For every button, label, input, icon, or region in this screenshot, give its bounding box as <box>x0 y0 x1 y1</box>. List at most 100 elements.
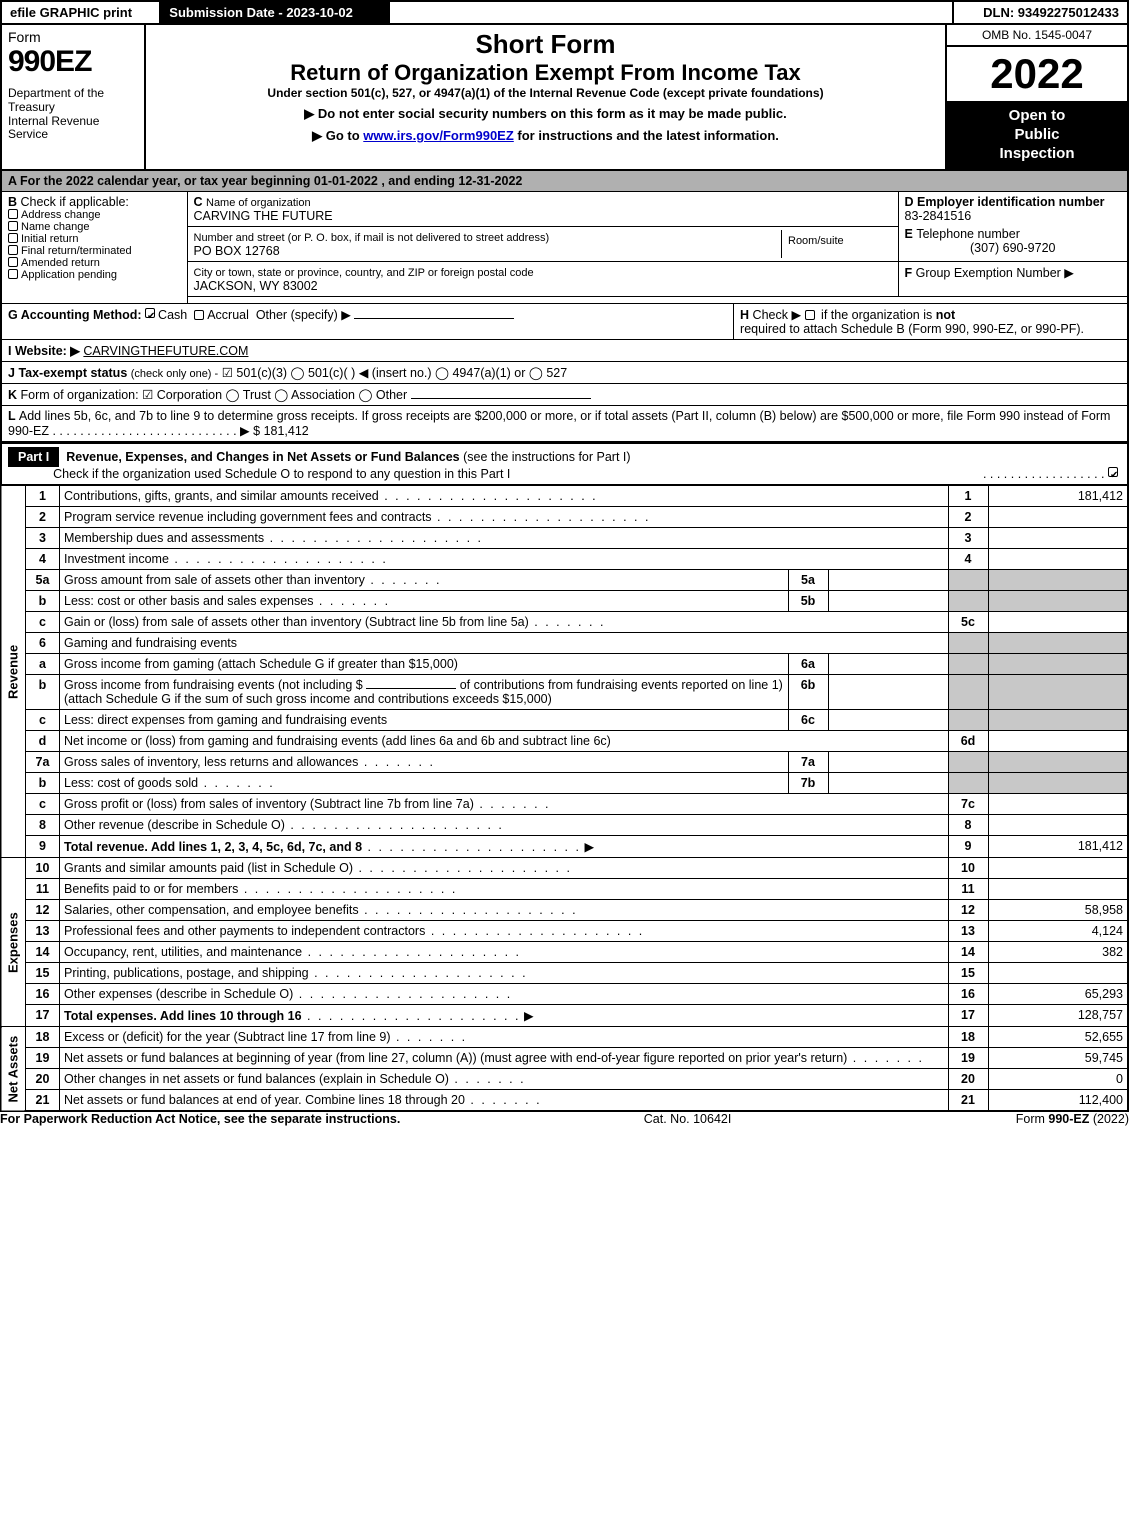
lines-table: Revenue 1 Contributions, gifts, grants, … <box>0 485 1129 1112</box>
line-4-val <box>988 549 1128 570</box>
check-schedule-o[interactable] <box>1108 467 1118 477</box>
line-13-val: 4,124 <box>988 921 1128 942</box>
check-cash[interactable] <box>145 308 155 318</box>
line-9-rn: 9 <box>948 836 988 858</box>
line-6-num: 6 <box>26 633 60 654</box>
line-9-num: 9 <box>26 836 60 858</box>
line-15-num: 15 <box>26 963 60 984</box>
line-3-num: 3 <box>26 528 60 549</box>
omb-number: OMB No. 1545-0047 <box>947 25 1127 47</box>
line-14-desc: Occupancy, rent, utilities, and maintena… <box>64 945 302 959</box>
revenue-sidelabel: Revenue <box>1 486 26 858</box>
line-6c-in: 6c <box>788 710 828 731</box>
j-small: (check only one) - <box>131 368 218 380</box>
j-opts: ☑ 501(c)(3) ◯ 501(c)( ) ◀ (insert no.) ◯… <box>222 366 568 380</box>
footer-form: 990-EZ <box>1048 1112 1089 1126</box>
open-public-box: Open to Public Inspection <box>947 101 1127 169</box>
open-line3: Inspection <box>999 145 1074 162</box>
line-15-val <box>988 963 1128 984</box>
line-4-rn: 4 <box>948 549 988 570</box>
footer-cat: Cat. No. 10642I <box>565 1112 811 1126</box>
i-label: Website: ▶ <box>15 344 80 358</box>
c-name-label: Name of organization <box>206 197 311 209</box>
check-h[interactable] <box>805 310 815 320</box>
line-5a-desc: Gross amount from sale of assets other t… <box>64 573 365 587</box>
line-10-val <box>988 858 1128 879</box>
goto-line: ▶ Go to www.irs.gov/Form990EZ for instru… <box>154 128 937 144</box>
line-7c-val <box>988 794 1128 815</box>
h-not: not <box>936 308 955 322</box>
b-item-2: Initial return <box>21 233 78 245</box>
line-16-val: 65,293 <box>988 984 1128 1005</box>
check-name-change[interactable] <box>8 221 18 231</box>
check-application-pending[interactable] <box>8 269 18 279</box>
line-6d-rn: 6d <box>948 731 988 752</box>
line-6a-in: 6a <box>788 654 828 675</box>
check-accrual[interactable] <box>194 310 204 320</box>
check-initial-return[interactable] <box>8 233 18 243</box>
footer: For Paperwork Reduction Act Notice, see … <box>0 1112 1129 1126</box>
k-opts: ☑ Corporation ◯ Trust ◯ Association ◯ Ot… <box>142 388 407 402</box>
line-16-num: 16 <box>26 984 60 1005</box>
line-5b-num: b <box>26 591 60 612</box>
line-1-rn: 1 <box>948 486 988 507</box>
h-rest: if the organization is <box>821 308 932 322</box>
goto-link[interactable]: www.irs.gov/Form990EZ <box>363 128 514 143</box>
return-title: Return of Organization Exempt From Incom… <box>154 60 937 86</box>
line-2-val <box>988 507 1128 528</box>
line-19-rn: 19 <box>948 1048 988 1069</box>
website-value: CARVINGTHEFUTURE.COM <box>83 344 248 358</box>
line-21-val: 112,400 <box>988 1090 1128 1112</box>
d-label: Employer identification number <box>917 195 1105 209</box>
line-8-num: 8 <box>26 815 60 836</box>
line-6b-in: 6b <box>788 675 828 710</box>
line-7a-in: 7a <box>788 752 828 773</box>
open-line1: Open to <box>1009 107 1066 124</box>
check-amended[interactable] <box>8 257 18 267</box>
line-19-val: 59,745 <box>988 1048 1128 1069</box>
check-address-change[interactable] <box>8 209 18 219</box>
line-15-desc: Printing, publications, postage, and shi… <box>64 966 309 980</box>
line-17-rn: 17 <box>948 1005 988 1027</box>
line-19-desc: Net assets or fund balances at beginning… <box>64 1051 847 1065</box>
line-5a-in: 5a <box>788 570 828 591</box>
line-13-desc: Professional fees and other payments to … <box>64 924 425 938</box>
part-i-paren: (see the instructions for Part I) <box>463 450 630 464</box>
footer-left: For Paperwork Reduction Act Notice, see … <box>0 1112 400 1126</box>
part-i-title: Revenue, Expenses, and Changes in Net As… <box>66 450 459 464</box>
line-21-num: 21 <box>26 1090 60 1112</box>
line-6a-num: a <box>26 654 60 675</box>
line-1-desc: Contributions, gifts, grants, and simila… <box>64 489 379 503</box>
line-6d-num: d <box>26 731 60 752</box>
goto-post: for instructions and the latest informat… <box>514 128 779 143</box>
line-5c-num: c <box>26 612 60 633</box>
k-label: Form of organization: <box>21 388 139 402</box>
room-label: Room/suite <box>788 235 844 247</box>
subtitle: Under section 501(c), 527, or 4947(a)(1)… <box>154 86 937 100</box>
c-city-label: City or town, state or province, country… <box>194 267 534 279</box>
g-cash: Cash <box>158 308 187 322</box>
line-2-rn: 2 <box>948 507 988 528</box>
g-other: Other (specify) ▶ <box>256 308 351 322</box>
line-1-val: 181,412 <box>988 486 1128 507</box>
line-2-num: 2 <box>26 507 60 528</box>
part-i-header: Part I Revenue, Expenses, and Changes in… <box>0 442 1129 485</box>
line-21-desc: Net assets or fund balances at end of ye… <box>64 1093 465 1107</box>
expenses-sidelabel: Expenses <box>1 858 26 1027</box>
line-11-num: 11 <box>26 879 60 900</box>
h-check: Check ▶ <box>753 308 802 322</box>
l-dots: . . . . . . . . . . . . . . . . . . . . … <box>52 424 236 438</box>
org-city: JACKSON, WY 83002 <box>194 279 318 293</box>
line-17-num: 17 <box>26 1005 60 1027</box>
dln-cell: DLN: 93492275012433 <box>953 1 1128 24</box>
check-final-return[interactable] <box>8 245 18 255</box>
line-18-val: 52,655 <box>988 1027 1128 1048</box>
nossn-line: ▶ Do not enter social security numbers o… <box>154 106 937 122</box>
b-item-4: Amended return <box>21 257 100 269</box>
line-4-desc: Investment income <box>64 552 169 566</box>
part-i-label: Part I <box>8 447 59 467</box>
line-11-desc: Benefits paid to or for members <box>64 882 238 896</box>
line-5c-desc: Gain or (loss) from sale of assets other… <box>64 615 529 629</box>
line-10-num: 10 <box>26 858 60 879</box>
submission-cell: Submission Date - 2023-10-02 <box>160 1 389 24</box>
